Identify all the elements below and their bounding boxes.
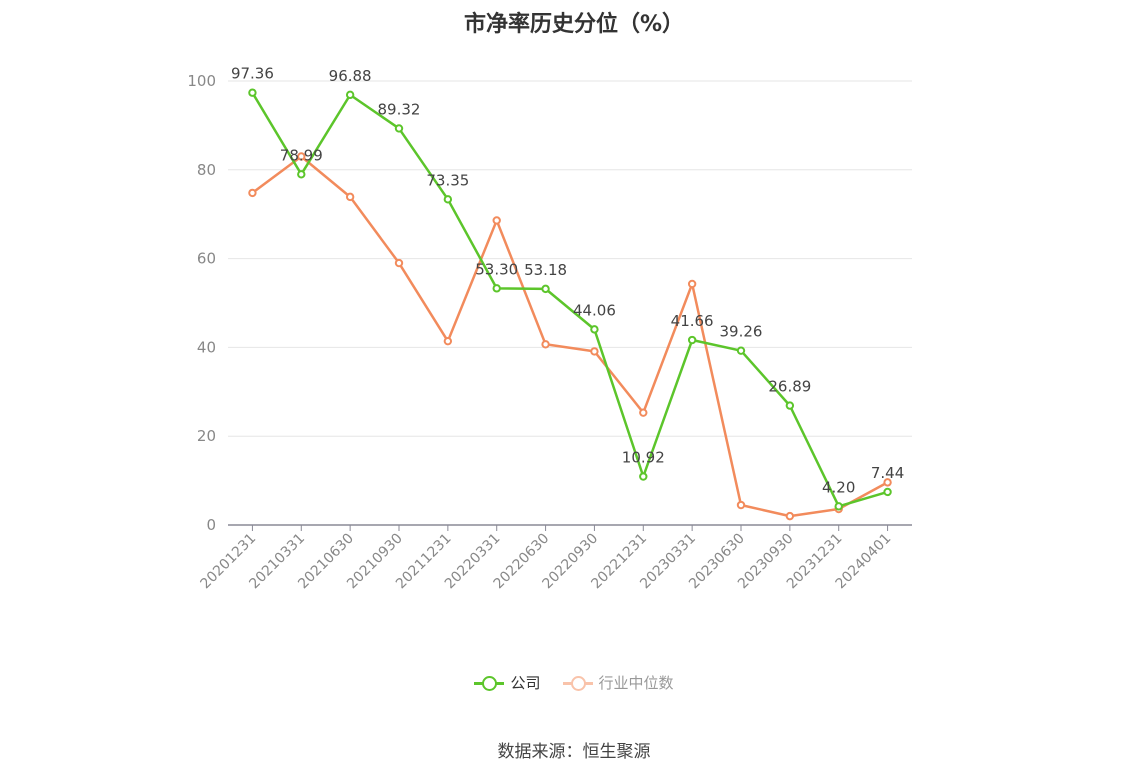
series-1-point bbox=[883, 478, 892, 487]
series-0-point bbox=[834, 502, 843, 511]
y-tick-label: 80 bbox=[197, 161, 216, 179]
series-0-point bbox=[590, 325, 599, 334]
data-label: 10.92 bbox=[622, 449, 665, 467]
data-label: 97.36 bbox=[231, 65, 274, 83]
data-label: 89.32 bbox=[378, 100, 421, 118]
series-0-point bbox=[248, 88, 257, 97]
series-1-point bbox=[590, 347, 599, 356]
data-label: 53.18 bbox=[524, 261, 567, 279]
legend-company-label: 公司 bbox=[510, 674, 541, 692]
series-1-point bbox=[785, 511, 795, 521]
legend-item-industry-median[interactable]: 行业中位数 bbox=[562, 672, 674, 693]
legend-company-marker-icon bbox=[474, 675, 505, 691]
y-tick-label: 40 bbox=[197, 338, 216, 356]
series-0-point bbox=[785, 401, 795, 410]
legend-industry-label: 行业中位数 bbox=[598, 674, 674, 692]
series-0-point bbox=[687, 335, 697, 345]
data-label: 39.26 bbox=[720, 323, 763, 341]
series-1-point bbox=[492, 216, 501, 225]
series-line-0 bbox=[251, 92, 888, 508]
data-label: 4.20 bbox=[822, 478, 855, 496]
y-tick-label: 20 bbox=[197, 427, 216, 445]
data-label: 44.06 bbox=[573, 301, 616, 319]
chart-legend: 公司 行业中位数 bbox=[0, 672, 1148, 693]
series-1-point bbox=[443, 336, 453, 346]
data-label: 53.30 bbox=[475, 260, 518, 278]
data-label: 26.89 bbox=[768, 378, 811, 396]
series-1-point bbox=[687, 279, 697, 289]
series-0-point bbox=[883, 487, 892, 497]
data-label: 96.88 bbox=[329, 67, 372, 85]
y-tick-label: 100 bbox=[187, 72, 216, 90]
data-source-note: 数据来源：恒生聚源 bbox=[497, 742, 651, 762]
data-label: 7.44 bbox=[871, 464, 904, 482]
series-1-point bbox=[736, 500, 746, 510]
series-0-point bbox=[541, 284, 550, 294]
series-0-point bbox=[394, 124, 404, 133]
data-label: 78.99 bbox=[280, 146, 323, 164]
series-0-point bbox=[345, 90, 355, 100]
series-0-point bbox=[443, 195, 453, 204]
y-tick-label: 60 bbox=[197, 250, 216, 268]
series-1-point bbox=[394, 258, 404, 268]
y-tick-label: 0 bbox=[206, 516, 216, 534]
data-label: 41.66 bbox=[671, 312, 714, 330]
series-line-1 bbox=[251, 155, 889, 518]
legend-industry-marker-icon bbox=[562, 675, 593, 691]
series-1-point bbox=[345, 192, 355, 202]
series-0-point bbox=[639, 472, 648, 481]
series-1-point bbox=[248, 188, 257, 198]
series-0-point bbox=[492, 284, 501, 293]
chart-title: 市净率历史分位（%） bbox=[463, 12, 685, 37]
series-0-point bbox=[297, 170, 306, 179]
legend-item-company[interactable]: 公司 bbox=[474, 672, 541, 693]
data-label: 73.35 bbox=[426, 171, 469, 189]
series-1-point bbox=[639, 408, 648, 417]
series-0-point bbox=[736, 346, 746, 355]
series-1-point bbox=[297, 152, 306, 161]
series-1-point bbox=[541, 340, 550, 349]
